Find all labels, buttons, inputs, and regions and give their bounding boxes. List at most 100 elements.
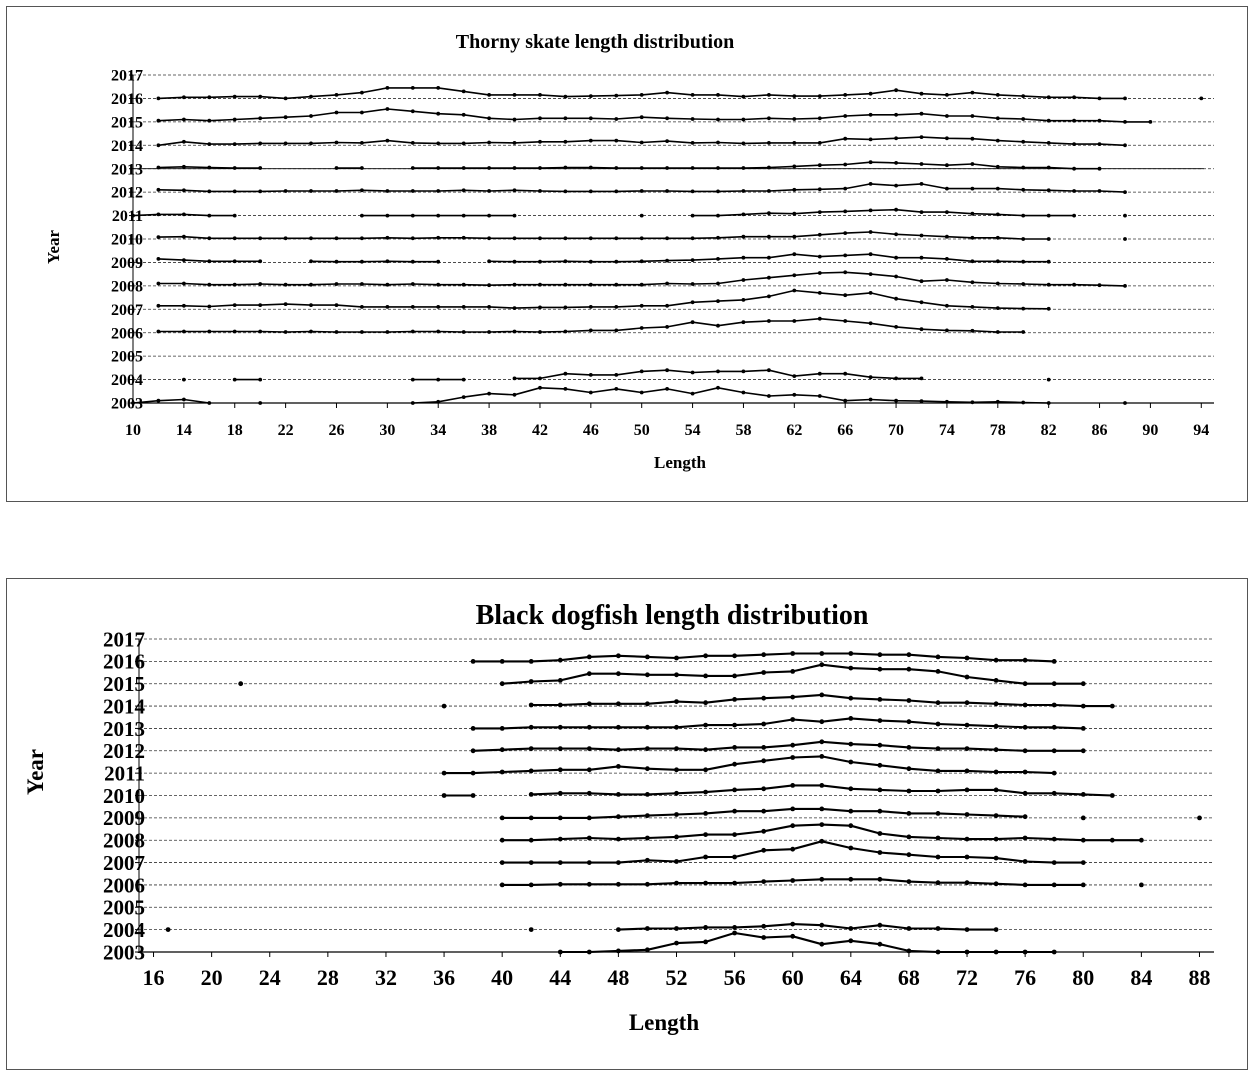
- data-point: [818, 187, 822, 191]
- data-point: [233, 303, 237, 307]
- data-point: [1072, 283, 1076, 287]
- series-2015: [238, 662, 1085, 686]
- data-point: [790, 823, 795, 828]
- data-point: [500, 747, 505, 752]
- data-point: [1047, 188, 1051, 192]
- data-point: [309, 95, 313, 99]
- data-point: [703, 790, 708, 795]
- data-point: [767, 211, 771, 215]
- data-point: [258, 259, 262, 263]
- data-point: [589, 236, 593, 240]
- data-point: [614, 387, 618, 391]
- data-point: [207, 95, 211, 99]
- data-point: [819, 822, 824, 827]
- data-point: [616, 949, 621, 954]
- data-point: [411, 305, 415, 309]
- data-point: [703, 832, 708, 837]
- data-point: [843, 319, 847, 323]
- data-point: [500, 860, 505, 865]
- data-point: [157, 143, 161, 147]
- x-tick-label: 62: [786, 422, 802, 439]
- data-point: [462, 305, 466, 309]
- x-tick-label: 78: [990, 422, 1006, 439]
- data-point: [645, 746, 650, 751]
- data-point: [971, 114, 975, 118]
- data-point: [1023, 725, 1028, 730]
- thorny-skate-chart: Thorny skate length distribution Length …: [7, 7, 1247, 501]
- data-point: [1081, 748, 1086, 753]
- data-point: [945, 257, 949, 261]
- data-point: [1023, 836, 1028, 841]
- data-point: [614, 94, 618, 98]
- data-point: [792, 289, 796, 293]
- x-tick-label: 32: [375, 965, 397, 990]
- data-point: [207, 283, 211, 287]
- data-point: [742, 235, 746, 239]
- data-point: [614, 190, 618, 194]
- data-point: [564, 306, 568, 310]
- data-point: [920, 300, 924, 304]
- data-point: [691, 214, 695, 218]
- data-point: [558, 767, 563, 772]
- data-point: [894, 377, 898, 381]
- data-point: [994, 658, 999, 663]
- data-point: [616, 860, 621, 865]
- data-point: [945, 278, 949, 282]
- data-point: [971, 305, 975, 309]
- data-point: [500, 816, 505, 821]
- data-point: [945, 329, 949, 333]
- data-point: [538, 116, 542, 120]
- data-point: [513, 118, 517, 122]
- data-point: [971, 280, 975, 284]
- data-point: [665, 259, 669, 263]
- y-tick-label: 2004: [111, 372, 143, 389]
- data-point: [1023, 658, 1028, 663]
- data-point: [1052, 883, 1057, 888]
- data-point: [462, 166, 466, 170]
- data-point: [645, 926, 650, 931]
- data-point: [640, 326, 644, 330]
- data-point: [907, 926, 912, 931]
- data-point: [965, 746, 970, 751]
- data-point: [411, 189, 415, 193]
- data-point: [792, 117, 796, 121]
- data-point: [538, 236, 542, 240]
- data-point: [614, 139, 618, 143]
- data-point: [716, 370, 720, 374]
- data-point: [716, 118, 720, 122]
- data-point: [1123, 401, 1127, 405]
- data-point: [1021, 140, 1025, 144]
- chart-title: Thorny skate length distribution: [456, 31, 734, 53]
- data-point: [411, 166, 415, 170]
- data-point: [640, 370, 644, 374]
- data-point: [529, 816, 534, 821]
- series-2007: [500, 839, 1086, 865]
- data-point: [529, 725, 534, 730]
- data-point: [157, 399, 161, 403]
- data-point: [1139, 838, 1144, 843]
- data-point: [1023, 814, 1028, 819]
- data-point: [869, 398, 873, 402]
- data-point: [616, 882, 621, 887]
- data-point: [742, 278, 746, 282]
- data-point: [1047, 307, 1051, 311]
- data-point: [309, 283, 313, 287]
- data-point: [564, 372, 568, 376]
- y-tick-label: 2014: [111, 138, 143, 155]
- data-point: [1052, 837, 1057, 842]
- data-point: [742, 256, 746, 260]
- data-point: [894, 399, 898, 403]
- data-point: [1197, 816, 1202, 821]
- data-point: [558, 882, 563, 887]
- data-point: [691, 141, 695, 145]
- data-point: [936, 950, 941, 955]
- data-point: [386, 139, 390, 143]
- data-point: [843, 231, 847, 235]
- data-point: [965, 880, 970, 885]
- data-point: [442, 793, 447, 798]
- data-point: [965, 769, 970, 774]
- data-point: [996, 282, 1000, 286]
- data-point: [207, 190, 211, 194]
- data-point: [878, 718, 883, 723]
- data-point: [258, 401, 262, 405]
